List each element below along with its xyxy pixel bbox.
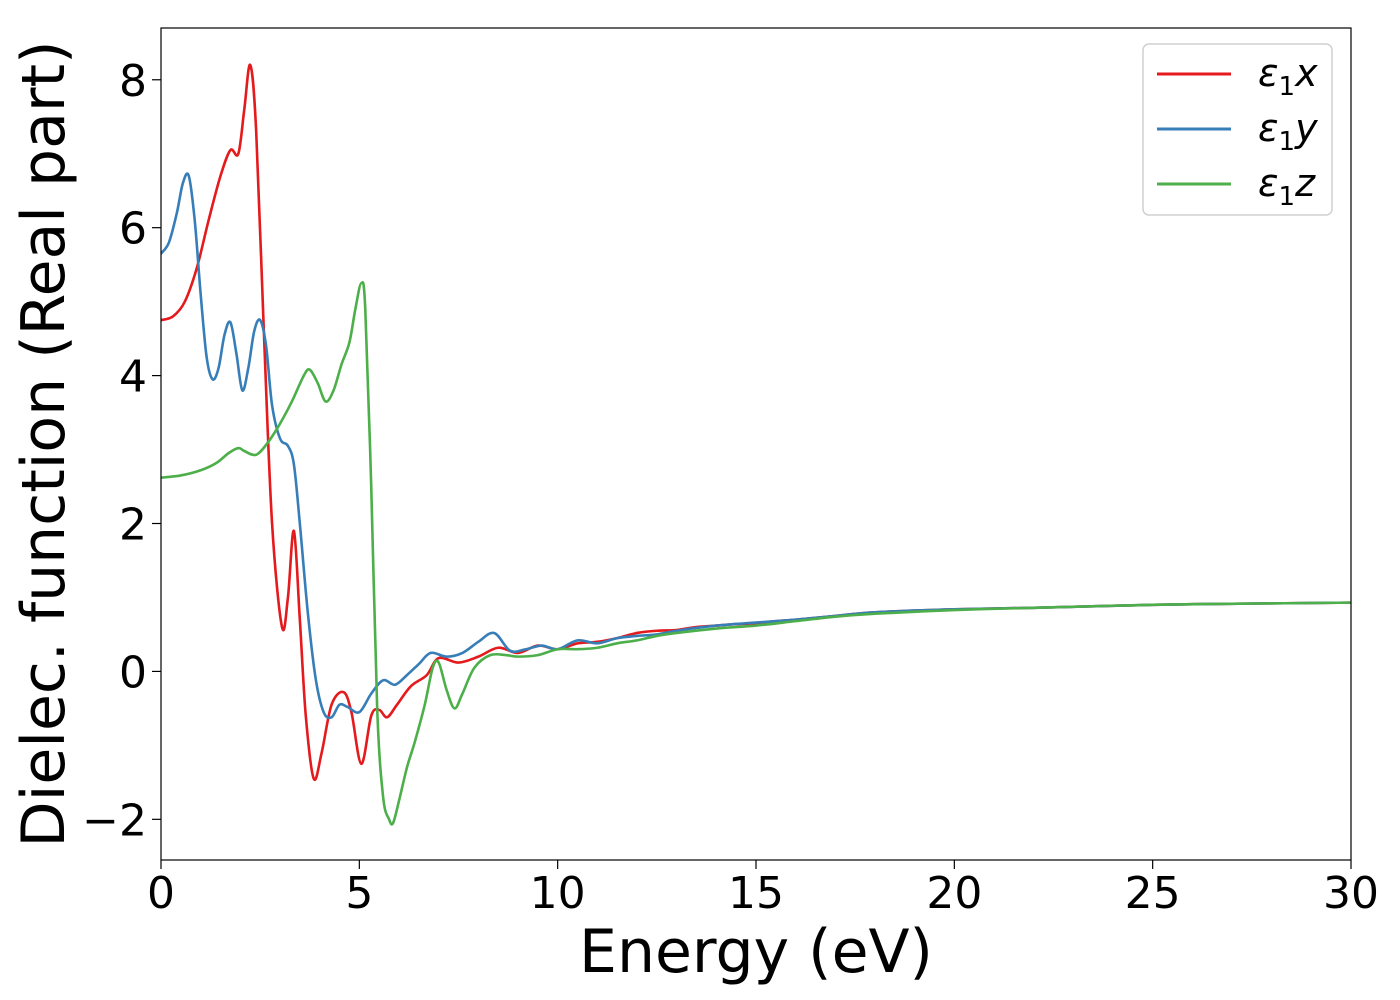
y-tick-label: 4 bbox=[119, 352, 147, 403]
y-tick-label: 2 bbox=[119, 500, 147, 551]
y-axis-label: Dielec. function (Real part) bbox=[9, 41, 79, 848]
y-tick-label: −2 bbox=[82, 795, 147, 846]
y-tick-label: 8 bbox=[119, 56, 147, 107]
y-tick-label: 6 bbox=[119, 204, 147, 255]
y-tick-label: 0 bbox=[119, 647, 147, 698]
x-tick-label: 20 bbox=[926, 868, 982, 919]
x-tick-label: 25 bbox=[1125, 868, 1181, 919]
legend-label-1: ε1x bbox=[1258, 51, 1318, 102]
x-tick-label: 0 bbox=[147, 868, 175, 919]
legend-label-2: ε1y bbox=[1258, 106, 1318, 157]
x-tick-label: 30 bbox=[1323, 868, 1379, 919]
x-tick-label: 5 bbox=[345, 868, 373, 919]
x-tick-label: 15 bbox=[728, 868, 784, 919]
legend-label-3: ε1z bbox=[1258, 161, 1316, 212]
legend-box bbox=[1142, 43, 1333, 216]
series-line-2 bbox=[161, 172, 1351, 720]
x-axis-label: Energy (eV) bbox=[579, 917, 933, 987]
x-tick-label: 10 bbox=[530, 868, 586, 919]
series-line-3 bbox=[161, 281, 1351, 826]
